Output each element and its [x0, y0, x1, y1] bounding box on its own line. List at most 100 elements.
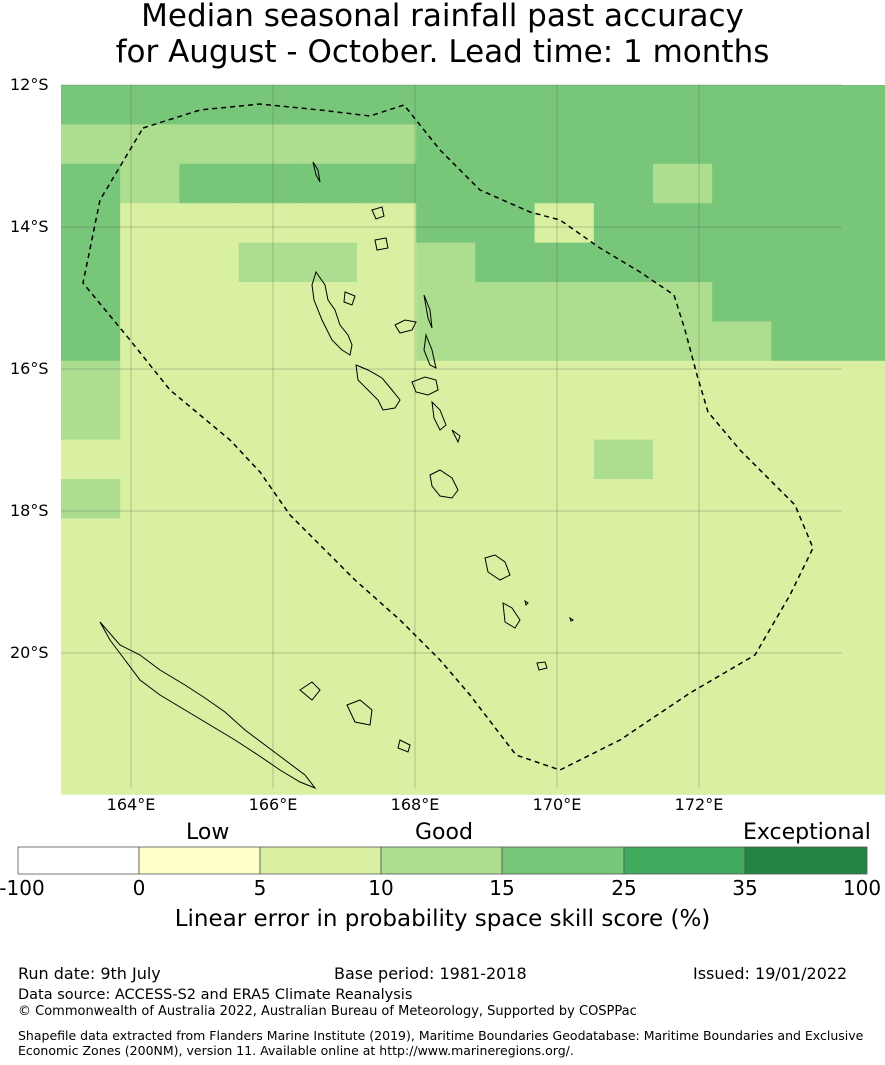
map-title-line-1: Median seasonal rainfall past accuracy [141, 0, 744, 34]
grid-cell [357, 85, 417, 125]
grid-cell [653, 321, 713, 362]
grid-cell [475, 360, 536, 401]
grid-cell [712, 400, 772, 441]
island-espiritu-santo [311, 270, 353, 356]
grid-cell [653, 518, 713, 559]
colorbar [17, 846, 868, 875]
grid-cell [179, 754, 240, 795]
grid-cell [179, 360, 240, 401]
grid-cell [120, 321, 180, 362]
grid-cell [771, 754, 832, 795]
colorbar-tick: 0 [132, 876, 146, 900]
grid-cell [653, 557, 713, 598]
grid-cell [830, 282, 885, 322]
grid-cell [534, 400, 595, 441]
grid-cell [771, 400, 832, 441]
grid-cell [416, 715, 476, 756]
grid-cell [830, 557, 885, 598]
grid-cell [120, 518, 180, 559]
grid-cell [120, 636, 180, 677]
grid-cell [593, 203, 654, 244]
issued-date: Issued: 19/01/2022 [693, 964, 848, 983]
island-epi [431, 400, 447, 431]
colorbar-segment [623, 846, 746, 875]
grid-cell [357, 715, 417, 756]
grid-cell [357, 676, 417, 716]
lon-label-168e: 168°E [390, 795, 440, 814]
grid-cell [120, 400, 180, 441]
lat-label-20s: 20°S [10, 643, 49, 662]
grid-cell [120, 439, 180, 480]
grid-cell [297, 321, 358, 362]
grid-cell [830, 400, 885, 441]
grid-cell [475, 163, 536, 204]
grid-cell [830, 242, 885, 283]
grid-cell [475, 203, 536, 244]
grid-cell [297, 518, 358, 559]
grid-cell [653, 754, 713, 795]
grid-cell [712, 85, 772, 125]
grid-cell [179, 597, 240, 638]
grid-cell [297, 163, 358, 204]
grid-cell [593, 439, 654, 480]
grid-cell [830, 754, 885, 795]
grid-cell [179, 557, 240, 598]
grid-cell [653, 636, 713, 677]
grid-cell [653, 597, 713, 638]
grid-cell [120, 676, 180, 716]
grid-cell [179, 439, 240, 480]
grid-cell [357, 557, 417, 598]
grid-cell [771, 203, 832, 244]
grid-cell [179, 479, 240, 519]
grid-cell [416, 676, 476, 716]
grid-cell [830, 676, 885, 716]
grid-cell [61, 203, 121, 244]
grid-cell [61, 282, 121, 322]
grid-cell [534, 518, 595, 559]
grid-cell [475, 282, 536, 322]
grid-cell [357, 439, 417, 480]
grid-cell [712, 597, 772, 638]
grid-cell [357, 754, 417, 795]
grid-cell [179, 636, 240, 677]
grid-cell [357, 124, 417, 165]
grid-cell [120, 124, 180, 165]
grid-cell [179, 715, 240, 756]
island-new-caledonia [99, 621, 317, 790]
grid-cell [771, 557, 832, 598]
colorbar-segment [501, 846, 625, 875]
grid-cell [416, 163, 476, 204]
grid-cell [61, 479, 121, 519]
colorbar-tick: 35 [732, 876, 758, 900]
grid-cell [297, 282, 358, 322]
grid-cell [238, 754, 299, 795]
grid-cell [297, 597, 358, 638]
colorbar-segment [259, 846, 382, 875]
grid-cell [120, 715, 180, 756]
island-malekula [355, 364, 401, 411]
grid-cell [61, 676, 121, 716]
grid-cell [61, 85, 121, 125]
grid-cell [475, 676, 536, 716]
grid-cell [297, 124, 358, 165]
grid-cell [534, 85, 595, 125]
grid-cell [712, 360, 772, 401]
grid-cell [238, 163, 299, 204]
grid-cell [534, 754, 595, 795]
grid-cell [534, 321, 595, 362]
grid-cell [653, 715, 713, 756]
island-tanna [502, 602, 521, 629]
grid-cell [830, 85, 885, 125]
grid-cell [238, 715, 299, 756]
grid-cell [238, 360, 299, 401]
grid-cell [297, 557, 358, 598]
grid-cell [416, 282, 476, 322]
island-aneityum [536, 661, 548, 671]
grid-cell [593, 676, 654, 716]
grid-cell [179, 518, 240, 559]
grid-cell [238, 282, 299, 322]
grid-cell [712, 439, 772, 480]
grid-cell [534, 360, 595, 401]
grid-cell [416, 479, 476, 519]
